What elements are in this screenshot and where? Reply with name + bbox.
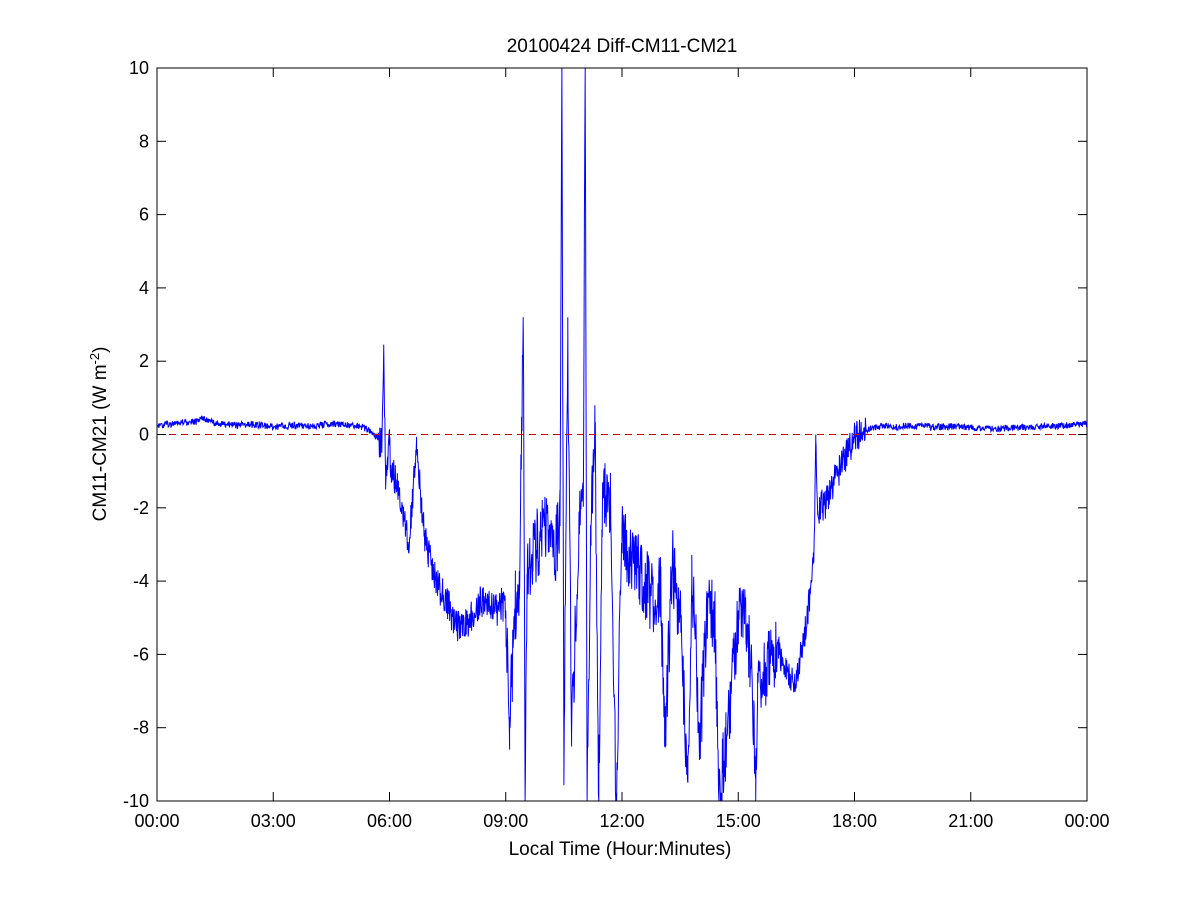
series-layer xyxy=(156,67,1088,802)
y-tick-label: -4 xyxy=(133,571,149,591)
y-axis-title-close: ) xyxy=(90,347,111,353)
x-tick-label: 03:00 xyxy=(251,811,296,831)
plot-area: 00:00 03:00 06:00 09:00 12:00 15:00 18:00 21:00… xyxy=(123,58,1110,831)
y-axis-title-main: CM11-CM21 (W m xyxy=(90,364,111,521)
y-tick-label: 10 xyxy=(129,58,149,78)
x-tick-label: 06:00 xyxy=(367,811,412,831)
y-tick-label: 0 xyxy=(139,425,149,445)
y-axis-title-superscript: -2 xyxy=(87,353,102,365)
x-tick-label: 00:00 xyxy=(1064,811,1109,831)
x-tick-label: 09:00 xyxy=(483,811,528,831)
y-tick-label: -8 xyxy=(133,718,149,738)
x-axis-title: Local Time (Hour:Minutes) xyxy=(509,839,732,860)
y-tick-label: -2 xyxy=(133,498,149,518)
plot-background xyxy=(157,68,1087,801)
x-tick-label: 18:00 xyxy=(832,811,877,831)
y-axis-title: CM11-CM21 (W m-2) xyxy=(87,347,111,522)
y-tick-label: 6 xyxy=(139,205,149,225)
chart-title: 20100424 Diff-CM11-CM21 xyxy=(507,36,738,57)
y-tick-label: -6 xyxy=(133,644,149,664)
y-tick-label: 8 xyxy=(139,131,149,151)
x-tick-label: 12:00 xyxy=(599,811,644,831)
x-tick-label: 15:00 xyxy=(716,811,761,831)
x-tick-labels: 00:00 03:00 06:00 09:00 12:00 15:00 18:00 21:00… xyxy=(134,811,1109,831)
x-tick-label: 00:00 xyxy=(134,811,179,831)
y-tick-label: 4 xyxy=(139,278,149,298)
y-tick-label: 2 xyxy=(139,351,149,371)
series-line-0 xyxy=(156,67,1088,802)
y-tick-labels: -10 -8 -6 -4 -2 0 2 4 6 8 10 xyxy=(123,58,149,811)
x-tick-label: 21:00 xyxy=(948,811,993,831)
tick-marks xyxy=(156,67,1088,802)
y-tick-label: -10 xyxy=(123,791,149,811)
